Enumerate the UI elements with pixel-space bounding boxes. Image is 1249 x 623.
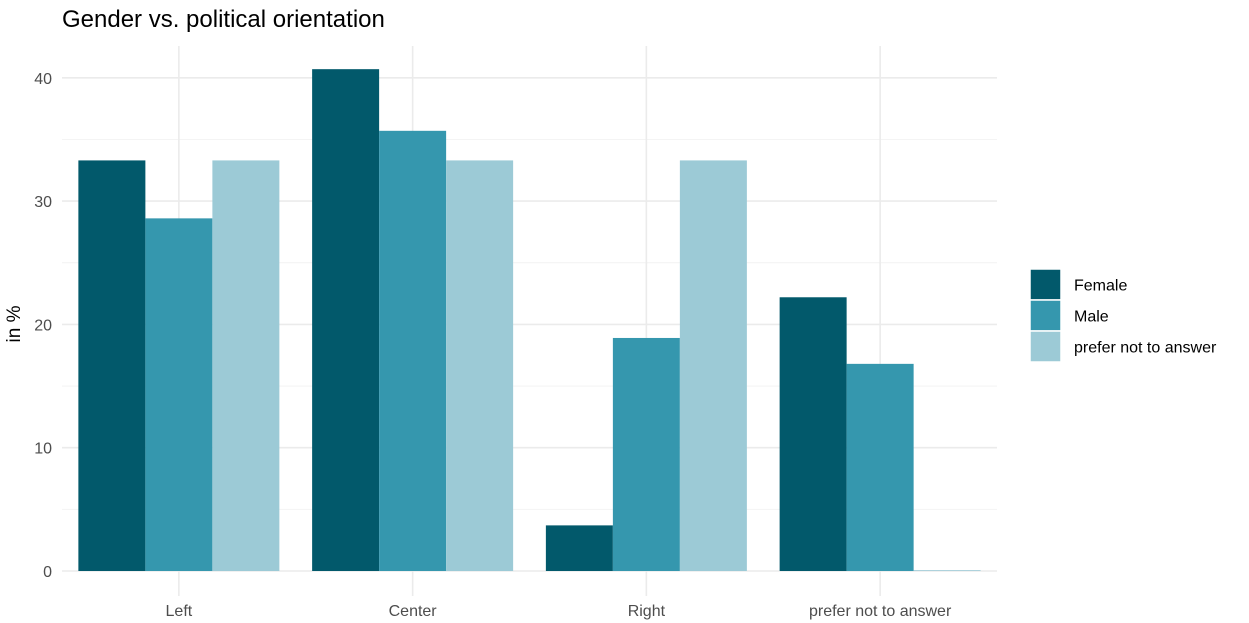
x-axis-ticks: Left Center Right prefer not to answer bbox=[166, 603, 952, 620]
bar bbox=[779, 297, 847, 571]
bar bbox=[312, 69, 380, 571]
legend-key bbox=[1029, 268, 1062, 301]
legend-label: Male bbox=[1074, 309, 1109, 326]
legend-key bbox=[1029, 330, 1062, 363]
bar bbox=[545, 525, 613, 571]
y-tick-label: 40 bbox=[34, 71, 52, 88]
bar bbox=[145, 218, 213, 571]
bar bbox=[78, 160, 146, 571]
bar bbox=[212, 160, 280, 571]
bars bbox=[78, 69, 981, 571]
chart-title: Gender vs. political orientation bbox=[62, 6, 385, 33]
bar bbox=[846, 363, 914, 571]
legend-label: prefer not to answer bbox=[1074, 340, 1217, 357]
bar bbox=[679, 160, 747, 571]
bar bbox=[612, 337, 680, 571]
bar bbox=[446, 160, 514, 571]
x-tick-label: Center bbox=[389, 603, 438, 620]
x-tick-label: Right bbox=[628, 603, 666, 620]
legend-key bbox=[1029, 299, 1062, 332]
y-axis-ticks: 0 10 20 30 40 bbox=[34, 71, 52, 581]
legend: Female Male prefer not to answer bbox=[1029, 268, 1217, 363]
y-axis-title: in % bbox=[4, 305, 25, 342]
y-tick-label: 20 bbox=[34, 317, 52, 334]
bar bbox=[913, 570, 981, 571]
x-tick-label: prefer not to answer bbox=[809, 603, 952, 620]
y-tick-label: 30 bbox=[34, 194, 52, 211]
bar bbox=[379, 130, 447, 571]
x-tick-label: Left bbox=[166, 603, 193, 620]
y-tick-label: 0 bbox=[43, 564, 52, 581]
y-tick-label: 10 bbox=[34, 441, 52, 458]
legend-label: Female bbox=[1074, 278, 1127, 295]
